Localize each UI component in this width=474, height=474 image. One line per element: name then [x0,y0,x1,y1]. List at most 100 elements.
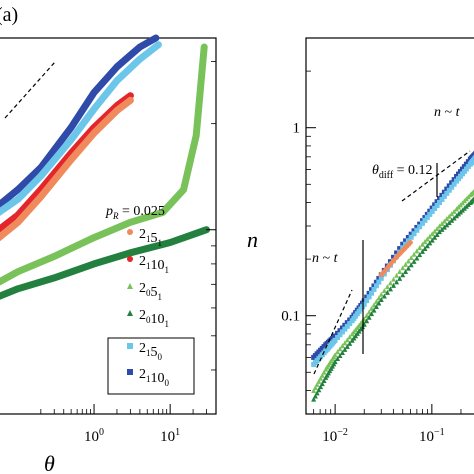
right-x-tick-label-1: 10−1 [419,427,445,445]
right-data-point [335,356,341,362]
left-series-line-0 [0,34,160,209]
right-data-point [332,359,338,365]
right-data-point [444,190,450,196]
right-data-point [424,214,430,220]
right-data-point [417,221,423,227]
right-tick-layer: 10−2 10−1 1 0.1 [281,70,462,445]
legend-entry-1: 21101 [139,254,169,275]
right-data-point [364,312,370,318]
legend-entries: 2151 21101 2051 20101 2150 21100 [127,227,170,388]
left-x-tick-label-1: 101 [160,427,180,445]
right-data-point [369,290,375,296]
right-data-point [427,233,433,239]
right-data-point [429,208,435,214]
right-data-point [337,346,343,352]
right-data-point [314,381,320,387]
right-data-point [312,393,318,399]
legend-title: pR = 0.025 [105,204,165,221]
left-plot-frame [0,37,217,415]
right-data-point [366,294,372,300]
right-y-axis-label: n [247,227,258,252]
right-data-point [397,246,403,252]
right-data-point [316,387,322,393]
right-data-point [321,377,327,383]
legend-marker-3 [127,310,133,316]
legend-marker-4 [127,343,133,349]
right-data-point [417,252,423,258]
right-panel: 10−2 10−1 1 0.1 n ~ t n ~ t θdiff = 0.12 n [247,37,474,445]
legend: pR = 0.025 2151 21101 2051 20101 2150 21100 [105,204,195,395]
right-data-point [344,337,350,343]
right-data-point [411,231,417,237]
right-data-point [387,280,393,286]
right-series-layer [311,150,474,402]
right-series-4 [311,196,474,402]
legend-entry-5: 21100 [139,367,170,388]
right-data-point [318,384,324,390]
right-data-point [441,224,447,230]
right-data-point [472,152,474,158]
right-data-point [449,217,455,223]
legend-entry-2: 2051 [139,281,162,302]
right-data-point [422,217,428,223]
right-data-point [361,301,367,307]
right-data-point [332,337,338,343]
right-data-point [387,286,393,292]
right-data-point [369,311,375,317]
right-data-point [441,193,447,199]
right-slope-guide-line-lower [313,289,353,375]
right-data-point [429,237,435,243]
right-data-point [397,269,403,275]
right-data-point [366,314,372,320]
right-data-point [318,375,324,381]
right-y-tick-label-0: 1 [293,121,301,137]
right-data-point [376,295,382,301]
right-x-tick-label-0: 10−2 [322,427,348,445]
right-data-point [424,236,430,242]
right-data-point [319,381,325,387]
right-y-tick-label-1: 0.1 [281,309,300,325]
right-data-point [414,227,420,233]
right-data-point [437,200,443,206]
right-data-point [429,231,435,237]
right-data-point [384,289,390,295]
right-data-point [373,283,379,289]
right-data-point [405,265,411,271]
right-data-point [311,396,317,402]
right-slope-guide-line-upper [401,150,471,202]
left-x-axis-label: θ [44,451,55,474]
right-data-point [371,307,377,313]
right-data-point [472,156,474,162]
left-series-line-1 [0,41,162,216]
right-data-point [434,226,440,232]
right-data-point [408,231,414,237]
right-data-point [422,239,428,245]
right-data-point [414,224,420,230]
panel-label: (a) [0,4,18,26]
right-data-point [444,222,450,228]
right-data-point [339,349,345,355]
right-series-2 [378,240,413,278]
right-data-point [373,298,379,304]
right-data-point [394,250,400,256]
right-data-point [335,349,341,355]
right-data-point [394,279,400,285]
right-data-point [446,220,452,226]
right-data-point [378,291,384,297]
right-data-point [311,388,317,394]
legend-marker-0 [127,229,133,235]
legend-entry-3: 20101 [139,308,169,329]
right-data-point [411,258,417,264]
right-data-point [339,343,345,349]
right-data-point [411,251,417,257]
right-data-point [376,279,382,285]
right-data-point [400,241,406,247]
right-data-point [342,346,348,352]
right-data-point [449,184,455,190]
right-data-point [319,372,325,378]
right-data-point [419,241,425,247]
right-data-point [332,352,338,358]
legend-entry-0: 2151 [139,227,162,248]
right-data-point [439,226,445,232]
right-data-point [451,181,457,187]
